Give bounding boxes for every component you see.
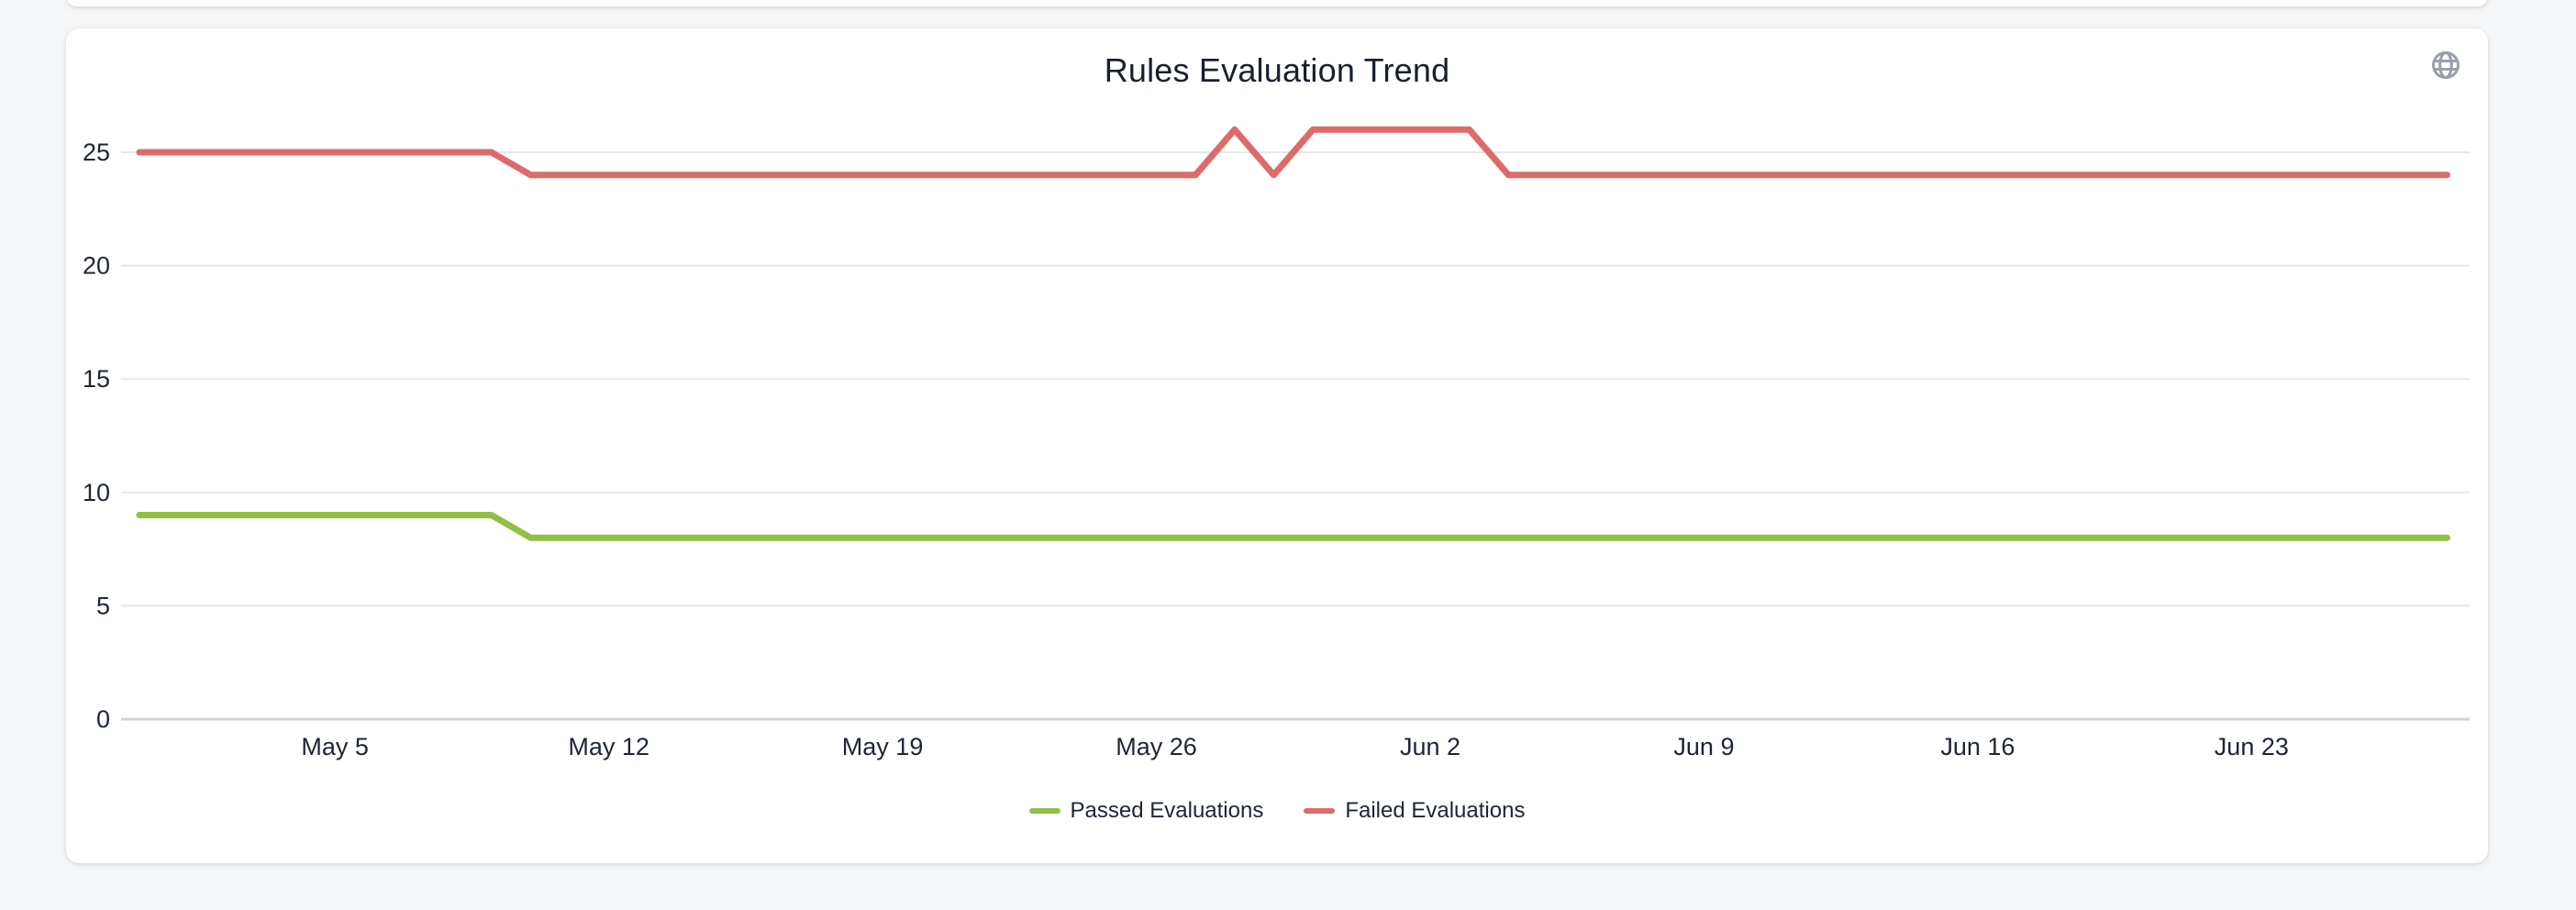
y-tick-label: 15 xyxy=(83,365,110,393)
legend-label-failed: Failed Evaluations xyxy=(1345,798,1526,823)
x-tick-label: May 19 xyxy=(842,733,924,760)
x-tick-label: Jun 23 xyxy=(2215,733,2289,760)
x-tick-label: May 5 xyxy=(301,733,369,760)
series-line-failed[interactable] xyxy=(136,126,2450,179)
y-tick-label: 0 xyxy=(96,705,110,733)
previous-card-edge xyxy=(66,0,2488,6)
y-tick-label: 25 xyxy=(83,139,110,166)
x-tick-label: Jun 2 xyxy=(1400,733,1460,760)
chart-legend: Passed Evaluations Failed Evaluations xyxy=(66,797,2488,825)
y-tick-label: 5 xyxy=(96,592,110,619)
x-tick-label: May 26 xyxy=(1116,733,1197,760)
x-tick-label: May 12 xyxy=(568,733,650,760)
chart-card: Rules Evaluation Trend 0 5 10 15 20 25 May 5 Ma… xyxy=(66,28,2488,863)
passed-series-swatch xyxy=(1028,808,1060,814)
globe-icon[interactable] xyxy=(2429,49,2462,82)
x-tick-label: Jun 9 xyxy=(1673,733,1734,760)
x-tick-label: Jun 16 xyxy=(1940,733,2015,760)
legend-item-passed-evaluations: Passed Evaluations xyxy=(1028,798,1264,824)
failed-series-swatch xyxy=(1304,808,1336,814)
chart-title: Rules Evaluation Trend xyxy=(1104,51,1450,89)
legend-label-passed: Passed Evaluations xyxy=(1070,798,1264,823)
series-line-passed[interactable] xyxy=(136,512,2450,541)
y-tick-label: 10 xyxy=(83,479,110,506)
legend-item-failed-evaluations: Failed Evaluations xyxy=(1304,798,1525,824)
rules-evaluation-trend-plot[interactable]: 0 5 10 15 20 25 May 5 May 12 May 19 May 26 Jun 2 Ju… xyxy=(66,28,2488,790)
y-tick-label: 20 xyxy=(83,252,110,280)
